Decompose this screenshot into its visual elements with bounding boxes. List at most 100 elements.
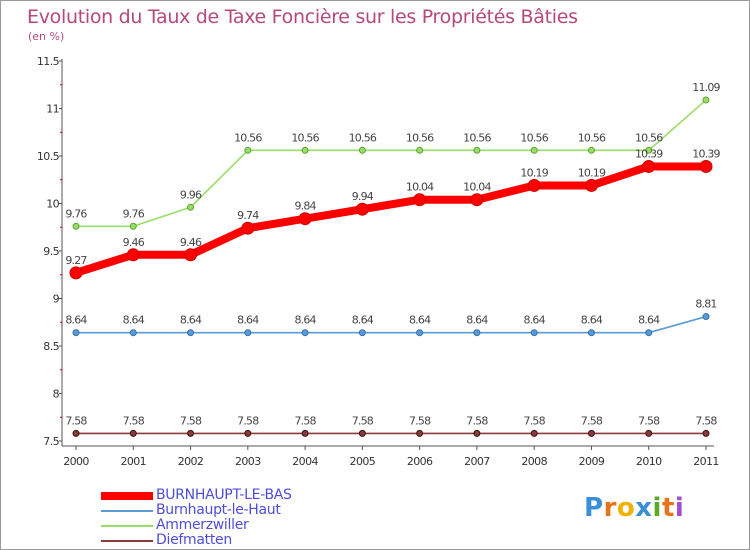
data-label: 7.58 (524, 414, 546, 427)
data-label: 7.58 (466, 414, 488, 427)
data-point (587, 146, 595, 154)
y-tick-label: 10 (46, 198, 59, 211)
data-point (530, 146, 538, 154)
x-tick-label: 2005 (350, 455, 376, 468)
data-label: 10.39 (692, 147, 720, 160)
data-label: 9.84 (294, 200, 316, 213)
data-label: 8.64 (237, 314, 259, 327)
data-label: 8.64 (638, 314, 660, 327)
data-point (530, 429, 538, 437)
data-label: 7.58 (65, 414, 87, 427)
logo-letter: x (635, 493, 653, 523)
data-point (129, 429, 137, 437)
data-label: 10.56 (234, 131, 262, 144)
data-label: 9.46 (123, 236, 145, 249)
data-label: 8.64 (180, 314, 202, 327)
legend-label: Burnhaupt-le-Haut (156, 502, 281, 518)
data-label: 9.76 (65, 207, 87, 220)
data-point (645, 329, 653, 337)
data-point (187, 203, 195, 211)
data-point (587, 429, 595, 437)
data-point (187, 329, 195, 337)
data-label: 8.64 (466, 314, 488, 327)
data-label: 10.19 (578, 166, 606, 179)
data-label: 8.64 (294, 314, 316, 327)
data-label: 10.39 (635, 147, 663, 160)
data-label: 10.56 (349, 131, 377, 144)
x-tick-label: 2002 (178, 455, 204, 468)
data-label: 10.19 (520, 166, 548, 179)
data-label: 7.58 (123, 414, 145, 427)
data-label: 8.64 (409, 314, 431, 327)
data-point (244, 329, 252, 337)
legend-label: Ammerzwiller (156, 517, 249, 533)
data-label: 10.56 (463, 131, 491, 144)
data-label: 9.76 (123, 207, 145, 220)
chart-unit: (en %) (28, 30, 65, 43)
logo-letter: P (584, 493, 604, 523)
proxiti-logo: Proxiti (584, 493, 684, 523)
data-point (72, 429, 80, 437)
data-label: 10.56 (635, 131, 663, 144)
data-point (642, 159, 656, 173)
legend-swatch (101, 492, 153, 500)
x-tick-label: 2000 (63, 455, 89, 468)
data-point (355, 202, 369, 216)
data-label: 7.58 (294, 414, 316, 427)
data-label: 10.56 (578, 131, 606, 144)
data-label: 9.46 (180, 236, 202, 249)
y-tick-label: 10.5 (37, 150, 60, 163)
data-point (699, 159, 713, 173)
data-label: 10.56 (406, 131, 434, 144)
data-label: 7.58 (237, 414, 259, 427)
data-point (527, 178, 541, 192)
data-label: 10.04 (406, 181, 434, 194)
logo-letter: i (674, 493, 685, 523)
y-tick-label: 11 (46, 103, 59, 116)
y-tick-label: 8 (53, 388, 60, 401)
data-point (126, 248, 140, 262)
legend-label: BURNHAUPT-LE-BAS (156, 487, 292, 503)
legend-swatch (101, 525, 153, 527)
data-label: 8.64 (352, 314, 374, 327)
data-point (72, 329, 80, 337)
chart-title: Evolution du Taux de Taxe Foncière sur l… (27, 6, 578, 28)
data-point (129, 222, 137, 230)
y-tick-label: 7.5 (43, 435, 59, 448)
data-label: 10.56 (291, 131, 319, 144)
data-label: 9.27 (65, 254, 87, 267)
x-tick-label: 2003 (235, 455, 261, 468)
data-label: 9.94 (352, 190, 374, 203)
logo-letter: i (652, 493, 662, 523)
chart-data-labels: 9.27 9.46 9.46 9.74 9.84 9.94 10.04 10.04 10.19 1… (65, 81, 721, 427)
data-label: 10.56 (520, 131, 548, 144)
data-point (69, 266, 83, 280)
data-label: 8.64 (524, 314, 546, 327)
x-tick-label: 2001 (120, 455, 146, 468)
data-point (413, 193, 427, 207)
logo-letter: t (661, 493, 675, 523)
data-point (584, 178, 598, 192)
data-label: 7.58 (638, 414, 660, 427)
data-label: 7.58 (409, 414, 431, 427)
data-label: 10.04 (463, 181, 491, 194)
legend-swatch (101, 540, 153, 542)
y-tick-label: 8.5 (43, 340, 59, 353)
x-tick-label: 2010 (636, 455, 662, 468)
data-label: 9.96 (180, 188, 202, 201)
x-tick-label: 2011 (693, 455, 719, 468)
x-tick-label: 2009 (579, 455, 605, 468)
data-point (416, 146, 424, 154)
data-point (358, 329, 366, 337)
data-point (530, 329, 538, 337)
y-tick-label: 9 (53, 293, 60, 306)
chart-series (69, 96, 713, 437)
data-point (241, 221, 255, 235)
legend-label: Diefmatten (156, 532, 232, 548)
x-tick-label: 2004 (292, 455, 318, 468)
data-point (301, 329, 309, 337)
data-point (645, 146, 653, 154)
data-point (416, 329, 424, 337)
data-label: 8.64 (65, 314, 87, 327)
